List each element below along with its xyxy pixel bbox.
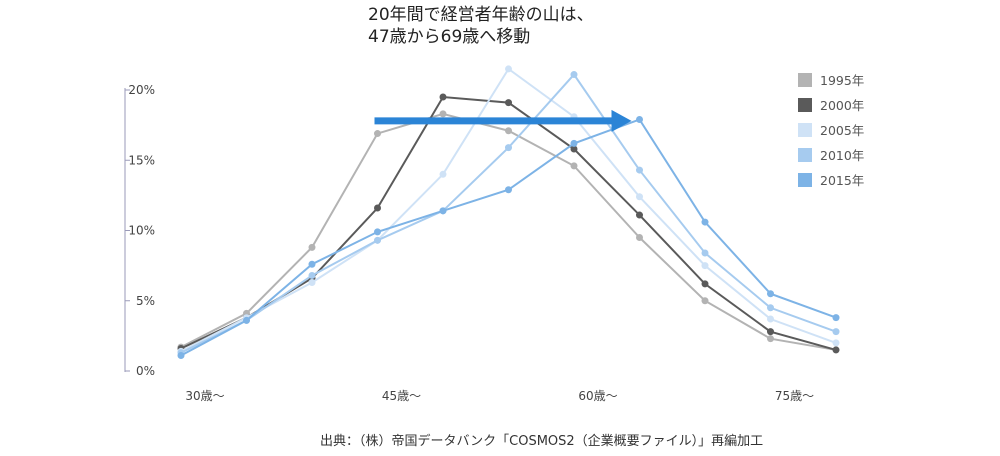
legend-swatch — [798, 73, 812, 87]
legend-label: 2010年 — [820, 148, 864, 163]
data-point — [570, 162, 578, 170]
data-point — [505, 144, 512, 152]
legend-swatch — [798, 173, 812, 187]
series-line-2010年 — [180, 72, 837, 354]
legend-label: 2000年 — [820, 98, 864, 113]
data-point — [439, 170, 447, 178]
data-point — [636, 116, 643, 124]
data-point — [505, 65, 512, 73]
data-point — [505, 186, 512, 194]
y-tick-label: 10% — [128, 224, 155, 238]
data-point — [439, 207, 447, 215]
legend-swatch — [798, 123, 812, 137]
data-point — [701, 280, 709, 288]
data-point — [767, 304, 774, 312]
y-tick-label: 20% — [128, 83, 155, 97]
data-point — [767, 315, 774, 323]
data-point — [832, 346, 840, 354]
chart-title: 20年間で経営者年齢の山は、 47歳から69歳へ移動 — [368, 4, 594, 48]
data-point — [701, 249, 709, 257]
data-point — [308, 260, 316, 268]
data-point — [308, 243, 316, 251]
source-note: 出典：（株）帝国データバンク「COSMOS2（企業概要ファイル）」再編加工 — [320, 434, 764, 449]
data-point — [767, 290, 774, 298]
data-point — [636, 211, 643, 219]
data-point — [570, 71, 578, 79]
data-point — [636, 193, 643, 201]
x-tick-label: 60歳〜 — [578, 389, 617, 403]
shift-arrow-head — [611, 109, 632, 132]
data-point — [767, 335, 774, 343]
data-point — [570, 139, 578, 147]
data-point — [439, 110, 447, 118]
data-point — [701, 218, 709, 226]
chart-title-line-2: 47歳から69歳へ移動 — [368, 27, 531, 47]
data-point — [570, 145, 578, 153]
data-point — [308, 278, 316, 286]
data-point — [374, 236, 381, 244]
data-point — [505, 99, 512, 107]
legend-label: 2005年 — [820, 123, 864, 138]
data-point — [374, 228, 381, 236]
x-tick-label: 45歳〜 — [382, 389, 421, 403]
data-point — [243, 316, 250, 324]
data-point — [308, 271, 316, 279]
data-point — [374, 130, 381, 138]
y-tick-label: 15% — [128, 153, 155, 167]
data-point — [701, 262, 709, 270]
data-point — [374, 204, 381, 212]
y-tick-label: 0% — [136, 364, 155, 378]
legend-label: 1995年 — [820, 73, 864, 88]
legend-swatch — [798, 98, 812, 112]
data-point — [832, 328, 840, 336]
x-tick-label: 75歳〜 — [775, 389, 814, 403]
data-point — [636, 166, 643, 174]
legend-label: 2015年 — [820, 173, 864, 188]
data-point — [832, 314, 840, 322]
data-point — [439, 93, 447, 101]
data-point — [177, 352, 185, 360]
data-point — [505, 127, 512, 135]
y-tick-label: 5% — [136, 294, 155, 308]
legend-swatch — [798, 148, 812, 162]
data-point — [636, 234, 643, 242]
data-point — [767, 328, 774, 336]
x-tick-label: 30歳〜 — [185, 389, 224, 403]
chart-title-line-1: 20年間で経営者年齢の山は、 — [368, 5, 594, 25]
series-line-2000年 — [180, 95, 837, 351]
data-point — [701, 297, 709, 305]
data-point — [832, 339, 840, 347]
